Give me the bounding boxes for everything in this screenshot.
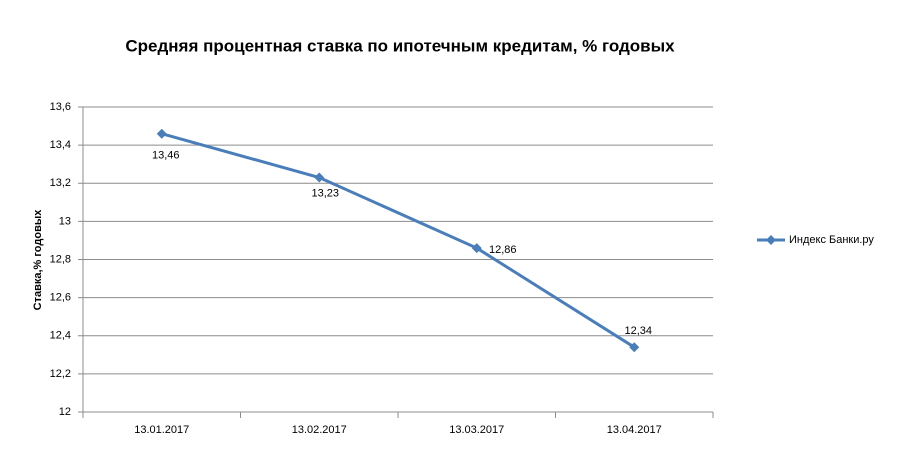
x-tick-label: 13.04.2017 — [607, 424, 662, 436]
legend-label: Индекс Банки.ру — [789, 234, 874, 246]
y-tick-label: 13 — [59, 215, 71, 227]
y-tick-label: 13,6 — [50, 101, 71, 113]
chart-title: Средняя процентная ставка по ипотечным к… — [125, 36, 675, 55]
data-point — [471, 243, 482, 254]
data-label: 13,23 — [311, 187, 339, 199]
series-line — [161, 132, 636, 349]
legend-marker — [766, 235, 776, 245]
data-point — [629, 342, 640, 353]
data-label: 12,34 — [624, 325, 652, 337]
y-tick-label: 12,6 — [50, 292, 71, 304]
data-point — [314, 172, 325, 183]
y-axis-label: Ставка,% годовых — [32, 209, 44, 311]
data-label: 13,46 — [152, 150, 180, 162]
data-point — [156, 128, 167, 139]
x-tick-label: 13.02.2017 — [292, 424, 347, 436]
x-tick-label: 13.01.2017 — [134, 424, 189, 436]
x-tick-label: 13.03.2017 — [449, 424, 504, 436]
y-tick-label: 12,4 — [50, 330, 71, 342]
y-tick-label: 12,8 — [50, 253, 71, 265]
y-tick-label: 12,2 — [50, 368, 71, 380]
y-tick-label: 12 — [59, 406, 71, 418]
data-label: 12,86 — [489, 244, 517, 256]
y-tick-label: 13,4 — [50, 139, 71, 151]
y-tick-label: 13,2 — [50, 177, 71, 189]
